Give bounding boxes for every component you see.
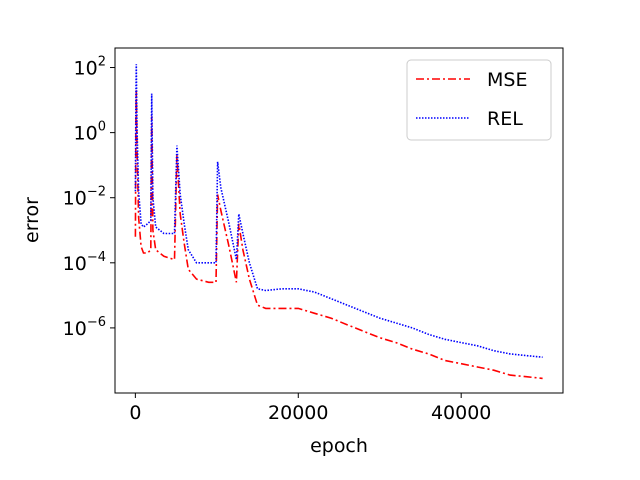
axes-frame — [114, 47, 564, 394]
x-tick-label: 20000 — [268, 402, 328, 424]
series-line-mse — [134, 90, 543, 380]
y-tick-label: 102 — [74, 55, 106, 80]
axis-ticks: 0 20000 40000 102 100 10−2 10−4 10−6 — [63, 55, 492, 424]
y-tick-label: 10−4 — [63, 250, 106, 275]
series-line-rel — [134, 64, 543, 358]
y-tick-label: 10−6 — [63, 315, 106, 340]
y-tick-label: 100 — [74, 120, 106, 145]
y-axis-label: error — [21, 197, 43, 243]
x-tick-label: 40000 — [431, 402, 491, 424]
legend-box — [406, 59, 552, 141]
x-axis-label: epoch — [310, 435, 368, 457]
legend-label-rel: REL — [487, 108, 523, 130]
legend-label-mse: MSE — [487, 69, 527, 91]
legend: MSE REL — [406, 59, 552, 141]
y-tick-label: 10−2 — [63, 185, 106, 210]
plot-area — [134, 64, 543, 380]
x-tick-label: 0 — [129, 402, 141, 424]
